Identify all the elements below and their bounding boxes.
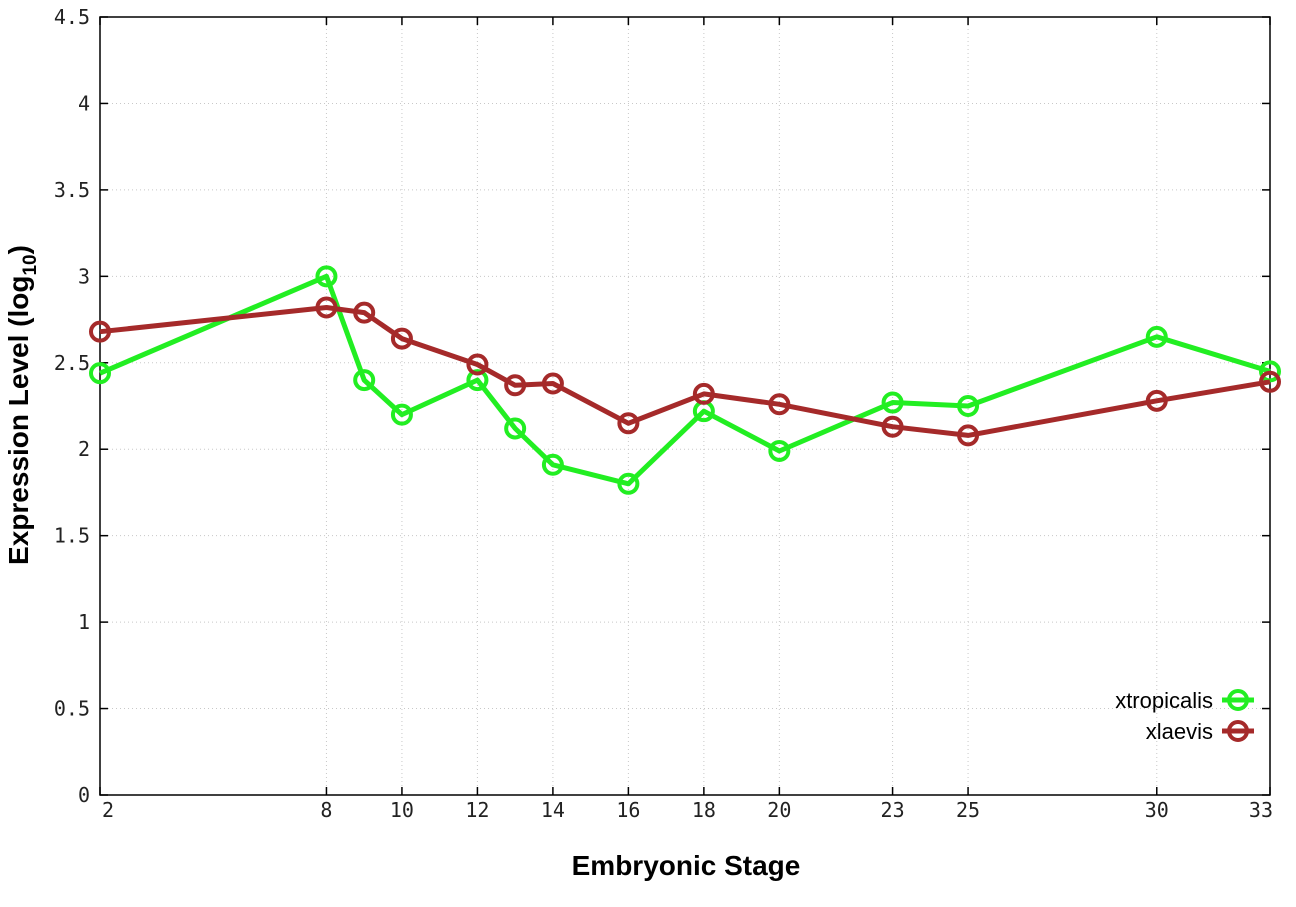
data-point-xlaevis [768,393,791,416]
data-point-xlaevis [617,412,640,435]
data-point-xlaevis [353,301,376,324]
x-tick-label: 10 [390,798,414,822]
series-line-xlaevis [99,305,1271,438]
legend-marker-swatch [1227,720,1249,742]
x-tick-label: 16 [616,798,640,822]
legend-item-xlaevis: xlaevis [1146,719,1254,744]
y-tick-label: 0.5 [54,697,90,721]
y-axis-title-subscript: 10 [20,254,41,275]
y-tick-label: 4 [78,91,90,115]
data-point-xtropicalis [957,395,980,417]
data-point-xtropicalis [768,439,791,462]
data-point-xtropicalis [881,391,904,414]
x-axis-title: Embryonic Stage [572,850,801,881]
x-tick-label: 33 [1249,798,1273,822]
series-line-xtropicalis [99,273,1271,487]
data-point-xlaevis [504,374,527,397]
legend-label: xlaevis [1146,719,1213,744]
data-point-xtropicalis [1259,360,1281,383]
y-tick-label: 2.5 [54,351,90,375]
y-tick-label: 1 [78,610,90,634]
x-tick-label: 18 [692,798,716,822]
legend-label: xtropicalis [1115,688,1213,713]
x-tick-label: 20 [767,798,791,822]
x-tick-label: 23 [881,798,905,822]
data-point-xtropicalis [617,472,640,495]
legend-item-xtropicalis: xtropicalis [1115,688,1254,713]
y-tick-label: 3.5 [54,178,90,202]
legend-marker-swatch [1227,689,1249,711]
data-point-xtropicalis [315,265,338,288]
series-xlaevis [89,296,1281,447]
data-point-xlaevis [692,382,715,405]
data-point-xtropicalis [390,403,413,426]
legend: xtropicalis xlaevis [1115,688,1254,744]
data-point-xtropicalis [1145,325,1168,348]
x-tick-label: 12 [465,798,489,822]
data-series [89,265,1281,495]
axis-ticks: 0 0.5 1 1.5 2 2.5 3 3.5 4 4.5 2 8 10 12 14 16 18 20 23 25 30… [54,5,1273,822]
y-tick-label: 4.5 [54,5,90,29]
x-tick-label: 25 [956,798,980,822]
grid-lines [100,17,1270,795]
y-tick-label: 1.5 [54,524,90,548]
x-tick-label: 14 [541,798,565,822]
data-point-xtropicalis [466,369,489,392]
data-point-xtropicalis [504,417,527,440]
data-point-xtropicalis [541,453,564,476]
x-tick-label: 30 [1145,798,1169,822]
series-xtropicalis [89,265,1281,495]
data-point-xlaevis [466,353,489,376]
plot-frame [99,16,1271,796]
y-axis-title-main: Expression Level (log [3,276,34,565]
data-point-xlaevis [541,372,564,395]
y-axis-title-close: ) [3,245,34,254]
data-point-xlaevis [390,327,413,350]
data-point-xlaevis [1145,389,1168,412]
data-point-xlaevis [881,415,904,438]
y-tick-label: 0 [78,783,90,807]
x-tick-label: 8 [320,798,332,822]
data-point-xlaevis [957,424,980,447]
y-tick-label: 3 [78,264,90,288]
data-point-xlaevis [89,320,111,343]
x-tick-label: 2 [102,798,114,822]
data-point-xtropicalis [89,362,111,385]
data-point-xlaevis [1259,370,1281,393]
y-axis-title: Expression Level (log10) [3,245,41,565]
data-point-xtropicalis [353,369,376,392]
data-point-xlaevis [315,296,338,319]
y-tick-label: 2 [78,437,90,461]
